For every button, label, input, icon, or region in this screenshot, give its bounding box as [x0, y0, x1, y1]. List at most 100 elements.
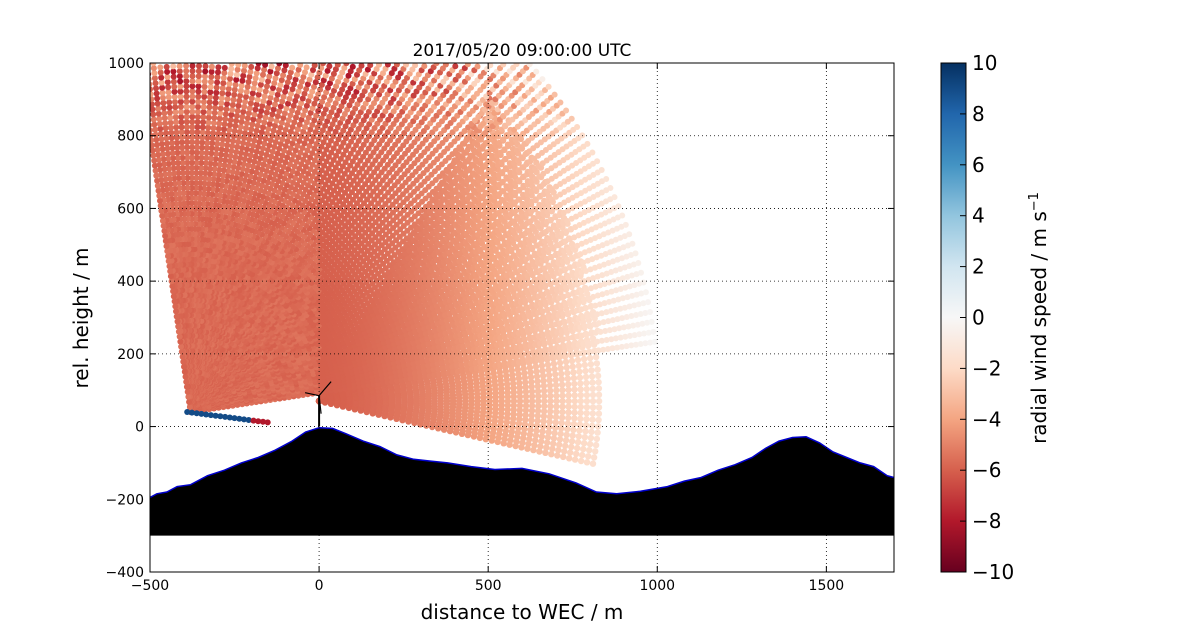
scan-point — [596, 392, 602, 398]
scan-point — [564, 432, 570, 438]
scan-point — [576, 369, 582, 375]
scan-point — [643, 289, 649, 295]
scan-point — [570, 369, 576, 375]
scan-point — [581, 356, 587, 362]
scan-point — [559, 403, 565, 409]
scan-point — [594, 436, 600, 442]
scan-point — [645, 299, 651, 305]
scan-point — [565, 415, 571, 421]
scan-point — [559, 398, 565, 404]
scan-point — [557, 436, 563, 442]
scan-point — [583, 374, 589, 380]
scan-point — [626, 231, 632, 237]
scan-point — [565, 387, 571, 393]
scan-point — [554, 452, 560, 458]
scan-point — [594, 367, 600, 373]
scan-point — [588, 435, 594, 441]
scan-point — [581, 440, 587, 446]
scan-point — [586, 447, 592, 453]
scan-point — [571, 421, 577, 427]
scan-point — [576, 427, 582, 433]
scan-point — [583, 380, 589, 386]
scan-point — [556, 442, 562, 448]
scan-point — [555, 447, 561, 453]
scan-point — [590, 392, 596, 398]
scan-point — [596, 385, 602, 391]
scan-point — [603, 176, 609, 182]
scan-point — [565, 420, 571, 426]
scan-point — [594, 360, 600, 366]
scan-point — [619, 213, 625, 219]
scan-point — [574, 445, 580, 451]
scan-point — [577, 374, 583, 380]
scan-point — [652, 339, 658, 345]
scan-point — [612, 194, 618, 200]
scan-point — [575, 357, 581, 363]
scan-point — [566, 398, 572, 404]
scan-point — [582, 428, 588, 434]
scan-point — [589, 416, 595, 422]
scan-point — [571, 381, 577, 387]
scan-point — [596, 404, 602, 410]
scan-point — [589, 379, 595, 385]
scan-point — [571, 375, 577, 381]
scan-point — [564, 364, 570, 370]
scan-point — [563, 359, 569, 365]
scan-point — [578, 404, 584, 410]
scan-point — [590, 404, 596, 410]
scan-point — [569, 358, 575, 364]
scan-point — [650, 329, 656, 335]
scan-point — [635, 260, 641, 266]
scan-point — [572, 392, 578, 398]
scan-point — [588, 429, 594, 435]
scan-point — [587, 355, 593, 361]
scan-point — [589, 423, 595, 429]
scan-point — [584, 410, 590, 416]
scan-point — [548, 451, 554, 457]
scan-point — [585, 453, 591, 459]
scan-point — [571, 409, 577, 415]
scan-point — [573, 451, 579, 457]
scan-point — [577, 410, 583, 416]
scan-point — [564, 426, 570, 432]
scan-point — [563, 437, 569, 443]
scan-point — [593, 442, 599, 448]
scan-point — [565, 381, 571, 387]
scan-point — [559, 409, 565, 415]
scan-point — [623, 222, 629, 228]
scan-point — [572, 398, 578, 404]
scan-point — [571, 386, 577, 392]
scan-point — [558, 371, 564, 377]
scan-point — [565, 392, 571, 398]
scan-point — [571, 415, 577, 421]
scan-point — [596, 411, 602, 417]
scan-point — [559, 382, 565, 388]
scan-point — [584, 392, 590, 398]
scan-point — [579, 452, 585, 458]
scan-point — [578, 392, 584, 398]
scan-point — [595, 379, 601, 385]
scan-point — [593, 354, 599, 360]
scan-point — [565, 376, 571, 382]
scan-point — [577, 386, 583, 392]
scan-point — [577, 380, 583, 386]
scan-point — [590, 386, 596, 392]
scan-point — [649, 319, 655, 325]
scan-point — [564, 370, 570, 376]
scan-point — [577, 416, 583, 422]
scan-point — [584, 459, 590, 465]
scan-point — [591, 454, 597, 460]
scan-point — [566, 455, 572, 461]
scan-point — [559, 414, 565, 420]
scan-point — [575, 439, 581, 445]
scan-point — [570, 427, 576, 433]
scan-point — [594, 158, 600, 164]
scan-point — [570, 364, 576, 370]
scan-point — [559, 387, 565, 393]
scan-point — [584, 398, 590, 404]
scan-point — [633, 250, 639, 256]
scan-point — [565, 404, 571, 410]
scan-point — [599, 167, 605, 173]
scan-point — [576, 363, 582, 369]
